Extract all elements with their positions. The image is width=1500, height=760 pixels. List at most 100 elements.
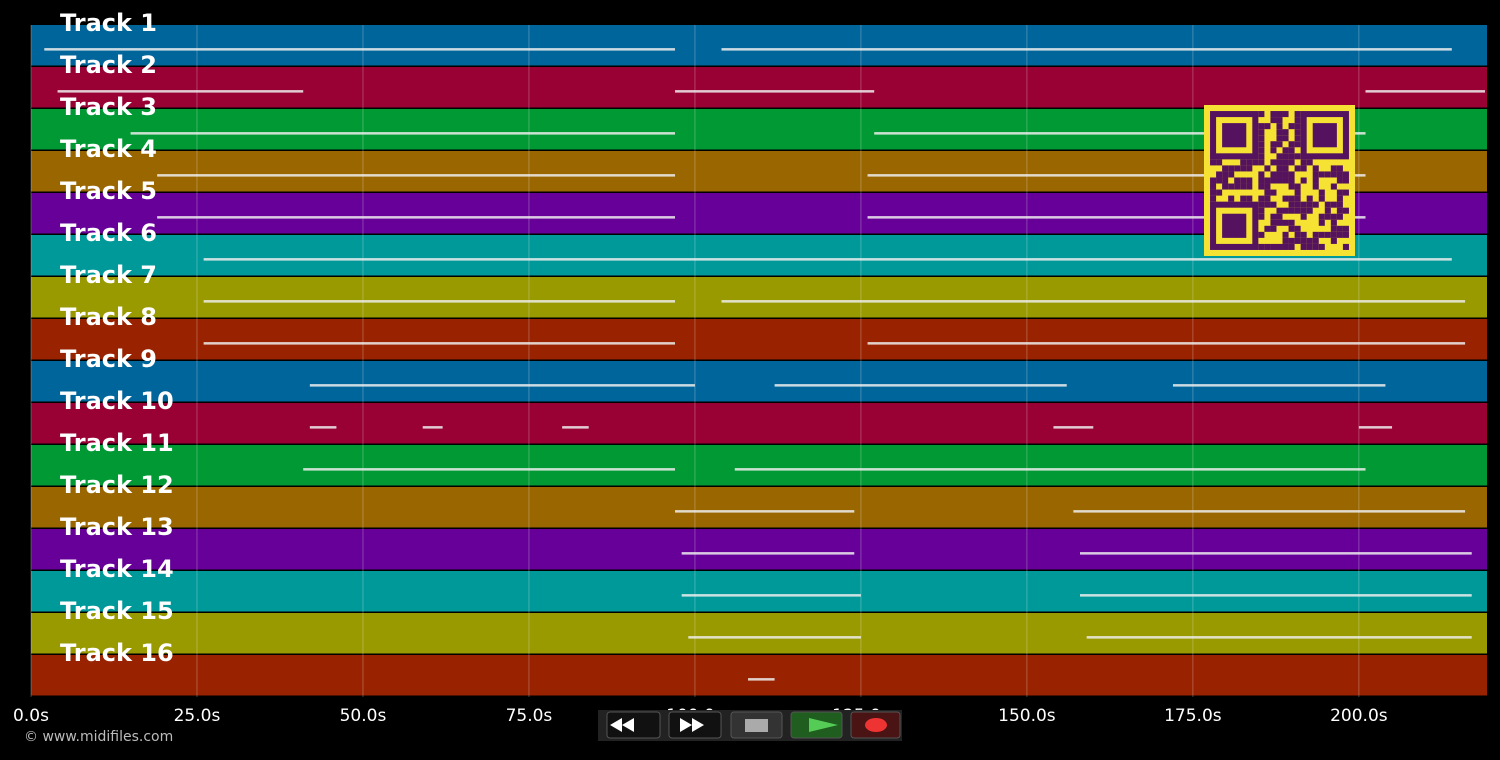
qr-cell [1324,213,1331,220]
qr-cell [1246,165,1253,172]
qr-cell [1258,123,1265,130]
note-segment [44,48,676,51]
qr-cell [1270,219,1277,226]
qr-cell [1294,201,1301,208]
qr-cell [1294,207,1301,214]
note-segment [675,90,875,93]
qr-cell [1312,171,1319,178]
qr-cell [1300,177,1307,184]
qr-cell [1312,201,1319,208]
qr-cell [1258,201,1265,208]
track-label: Track 14 [60,555,174,583]
x-tick-label: 25.0s [174,706,221,726]
qr-cell [1288,171,1295,178]
track-row [31,277,1487,318]
qr-cell [1306,237,1313,244]
qr-cell [1300,237,1307,244]
qr-cell [1294,189,1301,196]
track-row [31,571,1487,612]
copyright: © www.midifiles.com [24,729,173,745]
x-tick-label: 150.0s [998,706,1056,726]
qr-cell [1222,177,1229,184]
qr-cell [1258,231,1265,238]
qr-cell [1324,231,1331,238]
qr-cell [1294,183,1301,190]
qr-cell [1282,237,1289,244]
qr-cell [1258,195,1265,202]
qr-cell [1216,177,1223,184]
qr-cell [1294,153,1301,160]
qr-cell [1288,153,1295,160]
qr-cell [1300,159,1307,166]
qr-cell [1312,231,1319,238]
qr-cell [1240,159,1247,166]
note-segment [1086,636,1472,639]
note-segment [57,90,304,93]
qr-cell [1282,177,1289,184]
qr-cell [1306,159,1313,166]
note-segment [1053,426,1094,429]
qr-cell [1288,195,1295,202]
qr-cell [1288,177,1295,184]
note-segment [734,468,1366,471]
qr-cell [1336,207,1343,214]
track-label: Track 7 [60,261,157,289]
note-segment [721,300,1466,303]
qr-cell [1324,171,1331,178]
qr-cell [1246,195,1253,202]
qr-cell [1300,207,1307,214]
qr-cell [1240,195,1247,202]
qr-cell [1276,135,1283,142]
qr-cell [1306,243,1313,250]
qr-cell [1258,111,1265,118]
qr-cell [1210,195,1217,202]
track-label: Track 8 [60,303,157,331]
track-row [31,67,1487,108]
qr-cell [1228,171,1235,178]
note-segment [688,636,861,639]
qr-cell [1336,171,1343,178]
qr-cell [1216,171,1223,178]
qr-cell [1276,123,1283,130]
qr-cell [1300,201,1307,208]
qr-cell [1294,123,1301,130]
qr-cell [1294,231,1301,238]
qr-cell [1264,123,1271,130]
note-segment [1080,552,1472,555]
qr-cell [1336,195,1343,202]
qr-cell [1294,129,1301,136]
qr-cell [1216,189,1223,196]
qr-cell [1288,201,1295,208]
note-segment [1358,426,1393,429]
qr-cell [1312,183,1319,190]
qr-cell [1294,165,1301,172]
qr-cell [1210,183,1217,190]
qr-cell [1288,183,1295,190]
qr-cell [1306,195,1313,202]
qr-cell [1294,237,1301,244]
track-label: Track 12 [60,471,174,499]
qr-cell [1330,165,1337,172]
qr-cell [1342,207,1349,214]
qr-cell [1258,147,1265,154]
note-segment [867,216,1366,219]
qr-cell [1312,237,1319,244]
note-segment [721,48,1452,51]
qr-cell [1276,165,1283,172]
track-label: Track 6 [60,219,157,247]
qr-cell [1276,141,1283,148]
qr-cell [1294,117,1301,124]
qr-cell [1330,183,1337,190]
qr-cell [1288,243,1295,250]
qr-cell [1336,177,1343,184]
qr-cell [1270,177,1277,184]
qr-cell [1270,243,1277,250]
qr-cell [1240,165,1247,172]
note-segment [874,132,1366,135]
track-row [31,25,1487,66]
qr-cell [1336,165,1343,172]
qr-cell [1342,171,1349,178]
track-label: Track 4 [60,135,157,163]
qr-cell [1288,159,1295,166]
note-segment [157,174,676,177]
